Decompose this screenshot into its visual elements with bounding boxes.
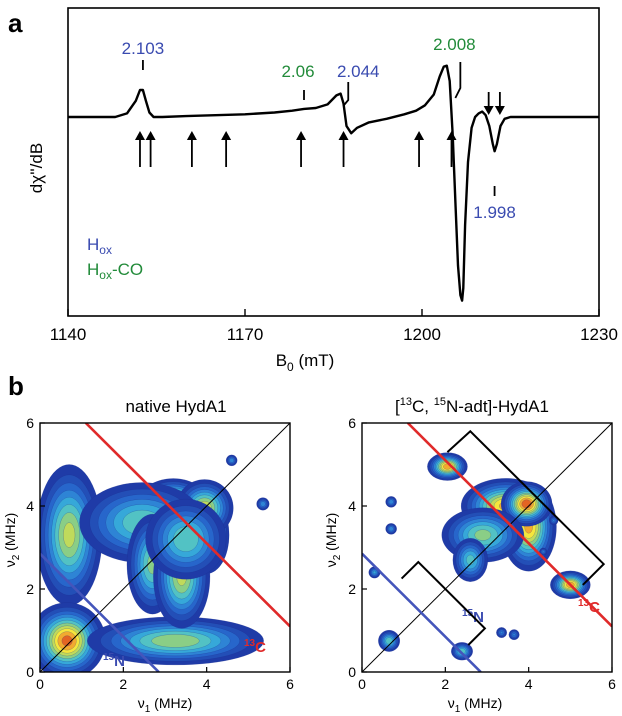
epr-arrow-up-head — [221, 131, 232, 140]
contour-level — [512, 633, 516, 637]
diagonal-line — [40, 423, 290, 672]
contour-level — [151, 634, 200, 648]
labeled-xlabel: ν1 (MHz) — [448, 695, 503, 715]
contour-level — [521, 499, 532, 509]
contour-level — [500, 631, 503, 634]
nucleus-line-13C — [84, 423, 290, 628]
contour-level — [372, 570, 377, 575]
epr-arrow-down-head — [483, 106, 494, 115]
xtick-label: 0 — [358, 676, 366, 692]
epr-panel: 1140 1170 1200 1230 2.103 2.06 2.044 2.008 1.99… — [27, 7, 618, 374]
xtick-label: 4 — [203, 676, 211, 692]
epr-g-label: 2.103 — [122, 39, 165, 58]
nucleus-line-13C — [406, 423, 612, 628]
xtick-label: 2 — [441, 676, 449, 692]
epr-xtick-label: 1140 — [50, 325, 87, 344]
epr-ylabel: dχ''/dB — [27, 143, 46, 193]
labeled-ylabel: ν2 (MHz) — [323, 513, 343, 568]
ytick-label: 4 — [26, 498, 34, 514]
nucleus-label: 15N — [462, 608, 484, 626]
epr-arrow-up-head — [338, 131, 349, 140]
epr-arrow-up-head — [414, 131, 425, 140]
hyscore-labeled-panel: [13C, 15N-adt]-HydA1 00 2 2 4 4 6 6 13C 15N ν2 (… — [323, 396, 616, 715]
epr-g-marker — [454, 62, 462, 99]
plot-frame — [361, 422, 613, 673]
epr-ticks: 1140 1170 1200 1230 — [50, 309, 618, 344]
epr-g-label: 2.008 — [433, 35, 476, 54]
epr-g-label: 1.998 — [473, 203, 516, 222]
epr-frame — [67, 7, 600, 317]
ytick-label: 4 — [348, 498, 356, 514]
contour-level — [388, 526, 394, 532]
epr-xlabel: B0 (mT) — [276, 351, 335, 374]
contour-level — [61, 635, 73, 647]
ytick-label: 0 — [26, 664, 34, 680]
labeled-plot: 00 2 2 4 4 6 6 13C 15N — [348, 415, 616, 692]
native-plot: 00 2 2 4 4 6 6 13C 15N — [26, 415, 294, 692]
plot-frame — [39, 422, 291, 673]
xtick-label: 2 — [119, 676, 127, 692]
contour-level — [388, 499, 394, 505]
epr-g-marker — [342, 82, 350, 107]
coupling-bracket — [400, 560, 487, 646]
labeled-title: [13C, 15N-adt]-HydA1 — [395, 396, 549, 416]
legend-hox: Hox — [87, 235, 112, 257]
epr-arrow-up-head — [134, 131, 145, 140]
native-title: native HydA1 — [125, 397, 226, 416]
xtick-label: 0 — [36, 676, 44, 692]
epr-xtick-label: 1170 — [227, 325, 264, 344]
contour-level — [385, 637, 393, 645]
xtick-label: 6 — [608, 676, 616, 692]
contour-level — [542, 550, 545, 553]
epr-arrow-up-head — [145, 131, 156, 140]
nucleus-label: 15N — [103, 652, 125, 670]
panel-label-b: b — [8, 371, 24, 401]
ytick-label: 2 — [26, 581, 34, 597]
epr-arrow-down-head — [494, 106, 505, 115]
hyscore-native-panel: native HydA1 00 2 2 4 4 6 6 13C 15N ν2 (MHz) ν1 … — [2, 397, 294, 715]
contour-level — [474, 529, 492, 541]
xtick-label: 6 — [286, 676, 294, 692]
xtick-label: 4 — [525, 676, 533, 692]
epr-g-label: 2.06 — [281, 62, 314, 81]
ytick-label: 2 — [348, 581, 356, 597]
epr-arrow-up-head — [296, 131, 307, 140]
coupling-bracket — [446, 429, 606, 586]
panel-label-a: a — [8, 8, 23, 38]
legend-hox-co: Hox-CO — [87, 260, 143, 282]
contour-level — [260, 501, 266, 507]
epr-g-label: 2.044 — [337, 62, 380, 81]
epr-legend: Hox Hox-CO — [87, 235, 143, 282]
native-ylabel: ν2 (MHz) — [2, 513, 22, 568]
diagonal-line — [362, 423, 612, 672]
hyscore-contours — [40, 423, 290, 672]
hyscore-contours — [362, 423, 612, 672]
contour-level — [552, 519, 555, 522]
nucleus-label: 13C — [244, 638, 266, 656]
contour-level — [229, 458, 234, 463]
nucleus-label: 13C — [578, 598, 600, 616]
epr-arrow-up-head — [186, 131, 197, 140]
ytick-label: 6 — [26, 415, 34, 431]
contour-level — [63, 522, 76, 548]
ytick-label: 0 — [348, 664, 356, 680]
ytick-label: 6 — [348, 415, 356, 431]
native-xlabel: ν1 (MHz) — [138, 695, 193, 715]
epr-spectrum-line — [68, 64, 599, 302]
epr-xtick-label: 1200 — [403, 325, 441, 344]
nucleus-line-15N — [40, 552, 160, 672]
epr-annotations: 2.103 2.06 2.044 2.008 1.998 — [122, 35, 516, 222]
epr-arrows — [134, 92, 505, 167]
nucleus-line-15N — [362, 552, 482, 672]
epr-xtick-label: 1230 — [580, 325, 618, 344]
